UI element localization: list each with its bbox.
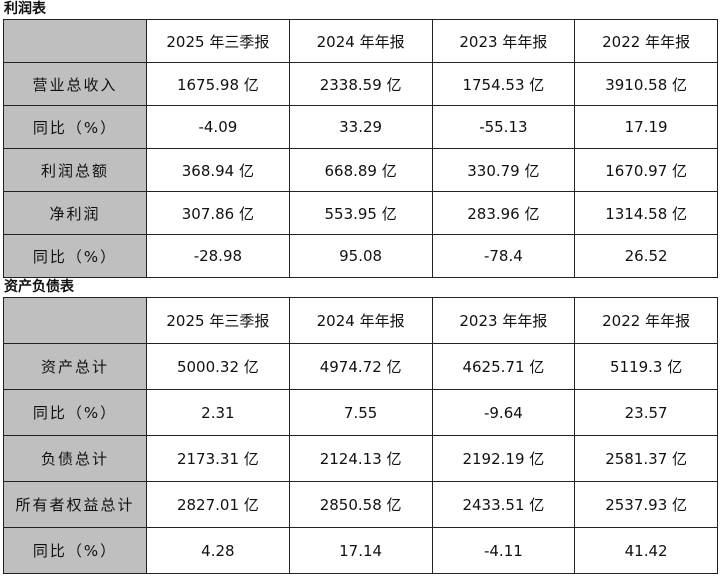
cell: 668.89 亿 — [288, 148, 433, 192]
table-row: 同比（%） 2.31 7.55 -9.64 23.57 — [3, 389, 718, 436]
corner-cell — [3, 297, 147, 344]
cell: 2.31 — [146, 389, 290, 436]
column-header: 2024 年年报 — [288, 297, 433, 344]
cell: 4974.72 亿 — [288, 343, 433, 390]
cell: 4625.71 亿 — [431, 343, 576, 390]
row-label: 资产总计 — [3, 343, 147, 390]
cell: -4.09 — [146, 105, 290, 149]
cell: 2827.01 亿 — [146, 481, 290, 528]
cell: 17.19 — [574, 105, 718, 149]
row-label: 同比（%） — [3, 105, 147, 149]
table-row: 利润总额 368.94 亿 668.89 亿 330.79 亿 1670.97 亿 — [3, 148, 718, 192]
cell: 5000.32 亿 — [146, 343, 290, 390]
column-header: 2022 年年报 — [574, 297, 718, 344]
cell: 368.94 亿 — [146, 148, 290, 192]
table-title: 资产负债表 — [4, 279, 74, 295]
cell: 33.29 — [288, 105, 433, 149]
cell: 5119.3 亿 — [574, 343, 718, 390]
table-row: 同比（%） -4.09 33.29 -55.13 17.19 — [3, 105, 718, 149]
corner-cell — [3, 19, 147, 63]
table-row: 同比（%） -28.98 95.08 -78.4 26.52 — [3, 234, 718, 278]
table-row: 负债总计 2173.31 亿 2124.13 亿 2192.19 亿 2581.37 亿 — [3, 435, 718, 482]
cell: -78.4 — [431, 234, 576, 278]
column-header: 2023 年年报 — [431, 297, 576, 344]
row-label: 所有者权益总计 — [3, 481, 147, 528]
row-label: 营业总收入 — [3, 62, 147, 106]
row-label: 同比（%） — [3, 234, 147, 278]
cell: 26.52 — [574, 234, 718, 278]
cell: 95.08 — [288, 234, 433, 278]
cell: 4.28 — [146, 527, 290, 574]
cell: -55.13 — [431, 105, 576, 149]
column-header: 2023 年年报 — [431, 19, 576, 63]
row-label: 利润总额 — [3, 148, 147, 192]
table-row: 营业总收入 1675.98 亿 2338.59 亿 1754.53 亿 3910.58 … — [3, 62, 718, 106]
cell: 7.55 — [288, 389, 433, 436]
header-row: 2025 年三季报 2024 年年报 2023 年年报 2022 年年报 — [3, 297, 718, 344]
table: 2025 年三季报 2024 年年报 2023 年年报 2022 年年报 资产总计 500… — [3, 297, 718, 574]
table: 2025 年三季报 2024 年年报 2023 年年报 2022 年年报 营业总收入 16… — [3, 19, 718, 278]
cell: 2192.19 亿 — [431, 435, 576, 482]
cell: 2537.93 亿 — [574, 481, 718, 528]
cell: 1754.53 亿 — [431, 62, 576, 106]
cell: 2173.31 亿 — [146, 435, 290, 482]
header-row: 2025 年三季报 2024 年年报 2023 年年报 2022 年年报 — [3, 19, 718, 63]
cell: 2433.51 亿 — [431, 481, 576, 528]
cell: 23.57 — [574, 389, 718, 436]
row-label: 负债总计 — [3, 435, 147, 482]
column-header: 2025 年三季报 — [146, 19, 290, 63]
cell: 17.14 — [288, 527, 433, 574]
cell: -28.98 — [146, 234, 290, 278]
column-header: 2024 年年报 — [288, 19, 433, 63]
cell: 307.86 亿 — [146, 191, 290, 235]
cell: 1314.58 亿 — [574, 191, 718, 235]
cell: 2581.37 亿 — [574, 435, 718, 482]
row-label: 同比（%） — [3, 527, 147, 574]
cell: 3910.58 亿 — [574, 62, 718, 106]
cell: 1675.98 亿 — [146, 62, 290, 106]
cell: -9.64 — [431, 389, 576, 436]
cell: 283.96 亿 — [431, 191, 576, 235]
cell: 2338.59 亿 — [288, 62, 433, 106]
table-row: 同比（%） 4.28 17.14 -4.11 41.42 — [3, 527, 718, 574]
cell: 553.95 亿 — [288, 191, 433, 235]
table-title: 利润表 — [4, 1, 46, 17]
cell: 330.79 亿 — [431, 148, 576, 192]
cell: -4.11 — [431, 527, 576, 574]
cell: 2850.58 亿 — [288, 481, 433, 528]
column-header: 2022 年年报 — [574, 19, 718, 63]
column-header: 2025 年三季报 — [146, 297, 290, 344]
table-row: 所有者权益总计 2827.01 亿 2850.58 亿 2433.51 亿 2537.9… — [3, 481, 718, 528]
table-row: 净利润 307.86 亿 553.95 亿 283.96 亿 1314.58 亿 — [3, 191, 718, 235]
row-label: 同比（%） — [3, 389, 147, 436]
row-label: 净利润 — [3, 191, 147, 235]
cell: 2124.13 亿 — [288, 435, 433, 482]
cell: 1670.97 亿 — [574, 148, 718, 192]
cell: 41.42 — [574, 527, 718, 574]
table-row: 资产总计 5000.32 亿 4974.72 亿 4625.71 亿 5119.3 亿 — [3, 343, 718, 390]
